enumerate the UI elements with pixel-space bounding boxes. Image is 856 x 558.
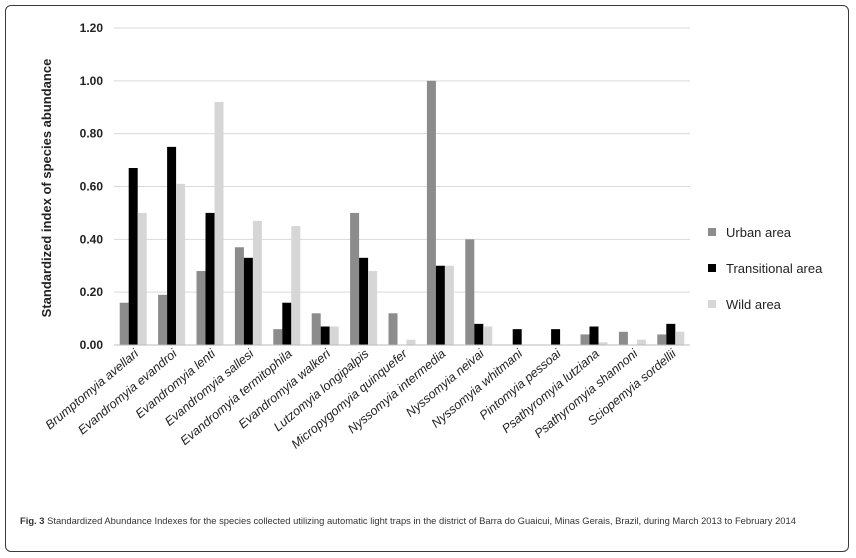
bar xyxy=(589,326,599,345)
bar xyxy=(636,339,646,345)
bar xyxy=(167,146,177,345)
bar-chart: Standardized index of species abundance … xyxy=(39,21,823,452)
y-tick-label: 0.40 xyxy=(80,232,104,246)
bar xyxy=(388,313,398,345)
bar xyxy=(291,226,301,345)
bar xyxy=(435,265,445,345)
legend-swatch xyxy=(708,228,716,236)
bar xyxy=(119,302,129,345)
bar xyxy=(329,326,339,345)
bars xyxy=(119,80,685,345)
caption-text: Standardized Abundance Indexes for the s… xyxy=(47,515,796,526)
y-tick-labels: 0.00 0.20 0.40 0.60 0.80 1.00 1.20 xyxy=(80,21,104,352)
bar xyxy=(158,294,168,345)
legend-label: Wild area xyxy=(726,297,782,312)
bar xyxy=(214,101,224,345)
gridlines xyxy=(114,27,690,293)
legend: Urban area Transitional area Wild area xyxy=(708,225,823,312)
bar xyxy=(551,329,561,345)
bar xyxy=(406,339,416,345)
y-tick-label: 0.80 xyxy=(80,127,104,141)
bar xyxy=(252,220,262,345)
y-tick-label: 1.20 xyxy=(80,21,104,35)
legend-swatch xyxy=(708,300,716,308)
bar xyxy=(128,168,138,345)
legend-swatch xyxy=(708,264,716,272)
bar xyxy=(243,257,253,345)
bar xyxy=(512,329,522,345)
bar xyxy=(176,183,186,345)
bar xyxy=(359,257,369,345)
bar xyxy=(426,80,436,345)
bar xyxy=(444,265,454,345)
bar xyxy=(273,329,283,345)
bar xyxy=(474,323,484,345)
bar xyxy=(598,342,608,345)
bar xyxy=(483,326,493,345)
legend-label: Transitional area xyxy=(726,261,823,276)
y-axis-label: Standardized index of species abundance xyxy=(39,59,54,318)
bar xyxy=(657,334,667,345)
bar xyxy=(320,326,330,345)
y-tick-label: 0.00 xyxy=(80,338,104,352)
bar xyxy=(580,334,590,345)
bar xyxy=(350,212,360,345)
bar xyxy=(368,271,378,345)
bar xyxy=(666,323,676,345)
bar xyxy=(675,331,685,345)
bar xyxy=(282,302,292,345)
y-tick-label: 0.60 xyxy=(80,180,104,194)
bar xyxy=(618,331,628,345)
bar xyxy=(196,271,206,345)
bar xyxy=(234,247,244,345)
bar xyxy=(137,212,147,345)
bar xyxy=(205,212,215,345)
legend-label: Urban area xyxy=(726,225,792,240)
figure-caption: Fig. 3 Standardized Abundance Indexes fo… xyxy=(20,513,840,529)
y-tick-label: 0.20 xyxy=(80,285,104,299)
bar xyxy=(311,313,321,345)
y-tick-label: 1.00 xyxy=(80,74,104,88)
caption-label: Fig. 3 xyxy=(20,515,45,526)
bar xyxy=(465,239,475,345)
